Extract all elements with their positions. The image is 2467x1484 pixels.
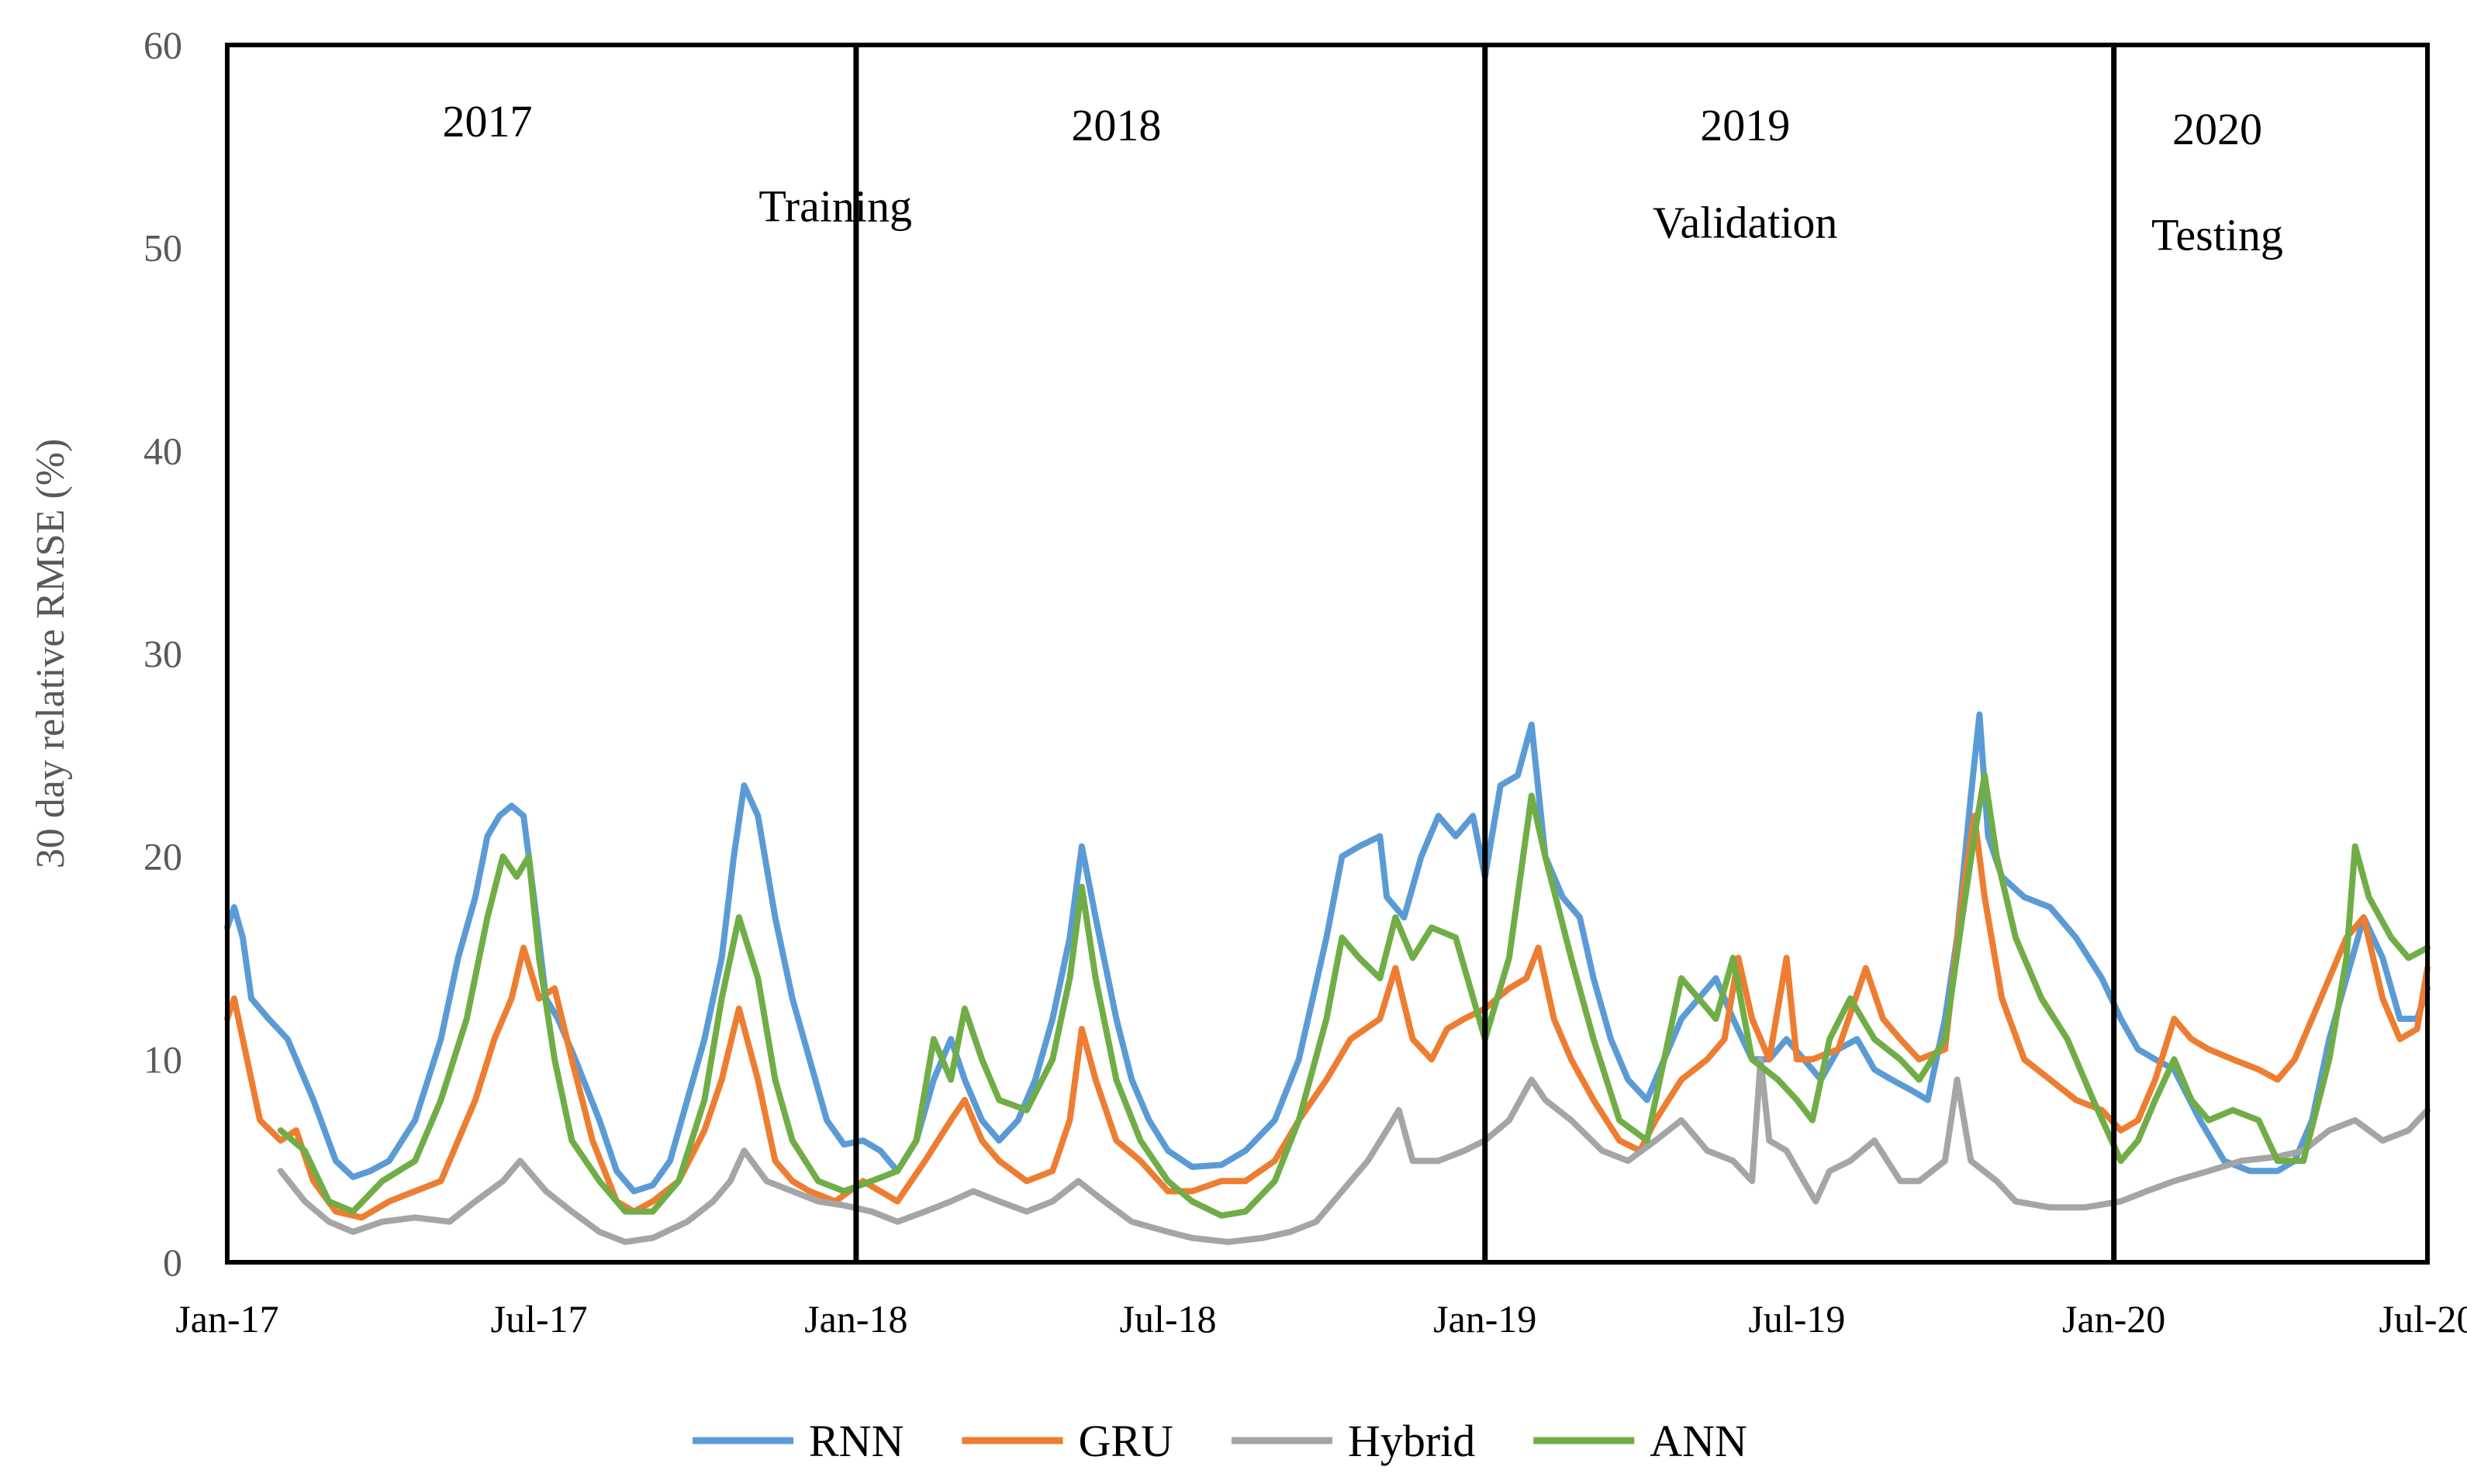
legend-item-ann: ANN xyxy=(1533,1416,1747,1466)
period-annotation: Testing xyxy=(2151,209,2283,260)
x-tick-label: Jan-17 xyxy=(175,1297,278,1341)
legend-item-hybrid: Hybrid xyxy=(1232,1416,1475,1466)
legend-label: RNN xyxy=(809,1416,904,1466)
period-annotation: 2020 xyxy=(2172,104,2262,154)
legend-item-rnn: RNN xyxy=(693,1416,904,1466)
x-tick-label: Jan-18 xyxy=(804,1297,907,1341)
x-tick-label: Jul-18 xyxy=(1120,1297,1217,1341)
period-annotation: Training xyxy=(758,181,912,232)
period-annotation: 2019 xyxy=(1700,100,1790,150)
series-line-hybrid xyxy=(281,1059,2427,1242)
legend-label: ANN xyxy=(1650,1416,1747,1466)
period-annotation: 2017 xyxy=(442,96,532,147)
y-tick-label: 30 xyxy=(143,632,182,675)
x-tick-label: Jan-20 xyxy=(2062,1297,2165,1341)
period-annotation: 2018 xyxy=(1071,100,1161,150)
legend-item-gru: GRU xyxy=(962,1416,1173,1466)
legend-label: GRU xyxy=(1078,1416,1173,1466)
x-tick-label: Jul-20 xyxy=(2379,1297,2467,1341)
y-axis-label: 30 day relative RMSE (%) xyxy=(29,439,73,869)
y-tick-label: 40 xyxy=(143,429,182,472)
y-tick-label: 0 xyxy=(163,1241,182,1284)
series-line-rnn xyxy=(227,715,2427,1192)
y-tick-label: 50 xyxy=(143,226,182,270)
y-tick-label: 20 xyxy=(143,835,182,878)
x-tick-label: Jan-19 xyxy=(1433,1297,1536,1341)
y-tick-label: 10 xyxy=(143,1037,182,1081)
series-line-ann xyxy=(281,775,2427,1216)
period-annotation: Validation xyxy=(1653,198,1837,248)
legend-label: Hybrid xyxy=(1348,1416,1475,1466)
x-tick-label: Jul-19 xyxy=(1748,1297,1845,1341)
y-tick-label: 60 xyxy=(143,23,182,67)
x-tick-label: Jul-17 xyxy=(491,1297,588,1341)
